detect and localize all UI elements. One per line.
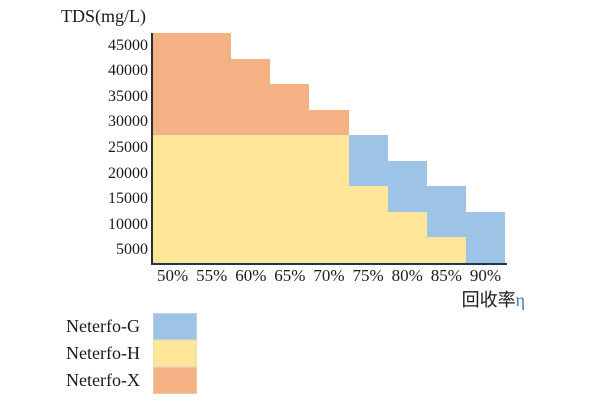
y-tick-label: 15000	[108, 190, 148, 208]
legend-label: Neterfo-G	[66, 316, 140, 336]
y-tick-label: 40000	[108, 62, 148, 80]
x-tick-label: 90%	[469, 266, 502, 285]
eta-symbol: η	[515, 290, 525, 310]
y-tick-label: 20000	[108, 164, 148, 182]
legend-swatch-neterfo-h	[153, 340, 197, 367]
x-axis-title: 回收率η	[400, 286, 525, 310]
legend: Neterfo-G Neterfo-H Neterfo-X	[66, 313, 197, 394]
x-tick-label: 80%	[391, 266, 423, 285]
band-neterfo-x	[153, 33, 193, 136]
x-axis-title-text: 回收率	[461, 290, 516, 310]
y-tick-label: 25000	[108, 139, 148, 156]
y-tick-label: 35000	[108, 87, 148, 105]
band-neterfo-h	[231, 135, 271, 263]
y-axis-labels: 5000 10000 15000 20000 25000 30000 35000 40000 4…	[40, 33, 148, 263]
band-neterfo-g	[465, 211, 505, 263]
x-tick-label: 55%	[196, 266, 228, 285]
x-tick-label: 85%	[430, 266, 462, 285]
band-neterfo-h	[153, 135, 193, 263]
x-tick-label: 50%	[156, 266, 189, 285]
band-neterfo-x	[309, 109, 349, 136]
band-neterfo-x	[192, 33, 232, 136]
plot-area	[153, 33, 505, 263]
y-tick-label: 5000	[116, 241, 148, 259]
band-neterfo-g	[426, 186, 466, 238]
legend-row: Neterfo-G	[66, 313, 197, 340]
band-neterfo-h	[348, 186, 388, 263]
legend-row: Neterfo-X	[66, 367, 197, 394]
x-axis-line	[151, 263, 507, 265]
x-axis-labels: 50% 55% 60% 65% 70% 75% 80% 85% 90%	[153, 266, 505, 286]
band-neterfo-x	[231, 58, 271, 136]
band-neterfo-h	[309, 135, 349, 263]
x-tick-label: 75%	[352, 266, 384, 285]
legend-label: Neterfo-X	[66, 370, 140, 390]
band-neterfo-g	[387, 160, 427, 212]
chart-title: TDS(mg/L)	[61, 6, 146, 26]
band-neterfo-h	[426, 237, 466, 263]
y-tick-label: 30000	[108, 113, 148, 131]
y-tick-label: 10000	[108, 215, 148, 233]
x-tick-label: 70%	[313, 266, 345, 285]
legend-label: Neterfo-H	[66, 343, 140, 363]
y-axis-line	[151, 33, 153, 265]
legend-swatch-neterfo-x	[153, 367, 197, 394]
x-tick-label: 60%	[235, 266, 267, 285]
band-neterfo-h	[192, 135, 232, 263]
x-tick-label: 65%	[274, 266, 306, 285]
band-neterfo-g	[348, 135, 388, 187]
band-neterfo-x	[270, 84, 310, 136]
band-neterfo-h	[387, 211, 427, 263]
y-tick-label: 45000	[108, 36, 148, 54]
legend-row: Neterfo-H	[66, 340, 197, 367]
band-neterfo-h	[270, 135, 310, 263]
legend-swatch-neterfo-g	[153, 313, 197, 340]
